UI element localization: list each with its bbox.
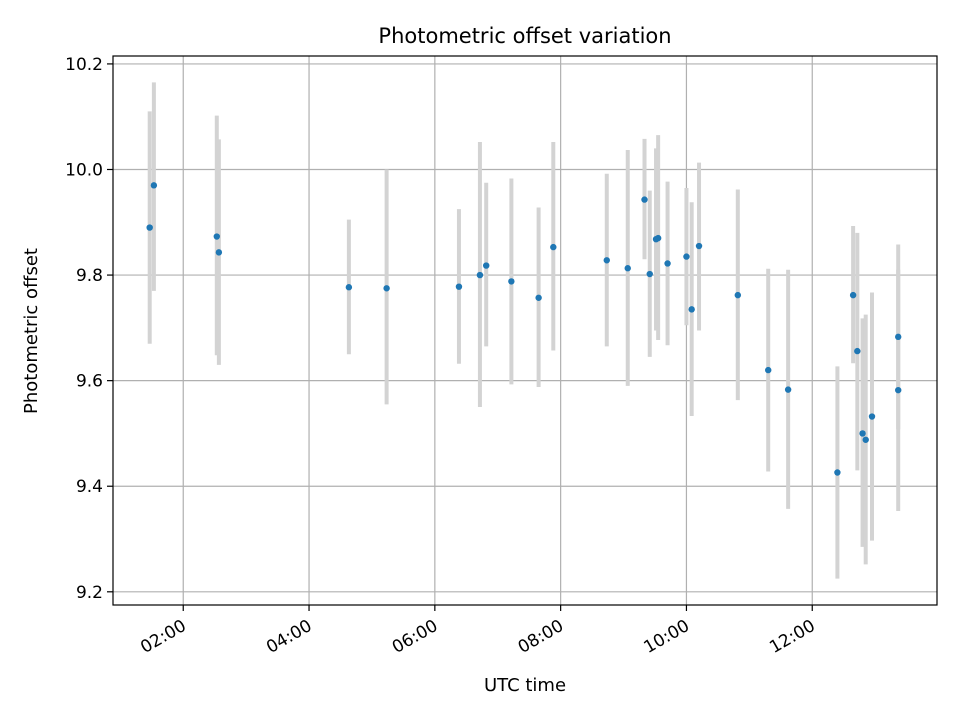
data-point <box>854 347 861 355</box>
data-point <box>834 469 841 476</box>
data-point <box>868 413 876 420</box>
chart-title: Photometric offset variation <box>378 24 671 48</box>
y-axis-ticks: 9.2 9.4 9.6 9.8 10.0 10.2 <box>65 55 113 603</box>
data-point <box>455 283 463 290</box>
data-point <box>683 253 690 260</box>
y-axis-label: Photometric offset <box>21 248 42 414</box>
data-points <box>146 182 902 476</box>
data-point <box>146 224 153 231</box>
data-point <box>345 284 353 291</box>
data-point <box>476 271 484 279</box>
data-point <box>535 294 542 301</box>
data-point <box>641 196 648 203</box>
data-point <box>603 257 610 264</box>
data-point <box>213 233 220 240</box>
data-point <box>483 262 490 269</box>
plot-frame <box>112 55 938 606</box>
data-point <box>215 249 223 256</box>
data-point <box>150 182 158 189</box>
data-point <box>859 430 866 437</box>
data-point <box>383 285 390 292</box>
y-tick-label: 9.2 <box>76 583 103 603</box>
y-tick-label: 10.0 <box>65 160 103 180</box>
data-point <box>849 291 857 299</box>
y-tick-label: 9.8 <box>76 266 103 286</box>
data-point <box>862 436 869 443</box>
data-point <box>765 366 772 374</box>
data-point <box>895 333 902 341</box>
data-point <box>695 242 703 250</box>
data-point <box>734 291 742 299</box>
data-point <box>624 265 631 272</box>
grid-lines <box>113 56 937 605</box>
data-point <box>550 243 557 251</box>
data-point <box>654 234 662 242</box>
data-point <box>664 260 671 267</box>
y-tick-label: 9.4 <box>76 477 103 497</box>
y-tick-label: 10.2 <box>65 55 103 75</box>
data-point <box>646 270 653 278</box>
y-tick-label: 9.6 <box>76 372 103 392</box>
data-point <box>895 386 902 394</box>
x-axis-label: UTC time <box>484 675 566 696</box>
data-point <box>784 386 792 393</box>
data-point <box>508 278 515 285</box>
data-point <box>688 306 695 313</box>
